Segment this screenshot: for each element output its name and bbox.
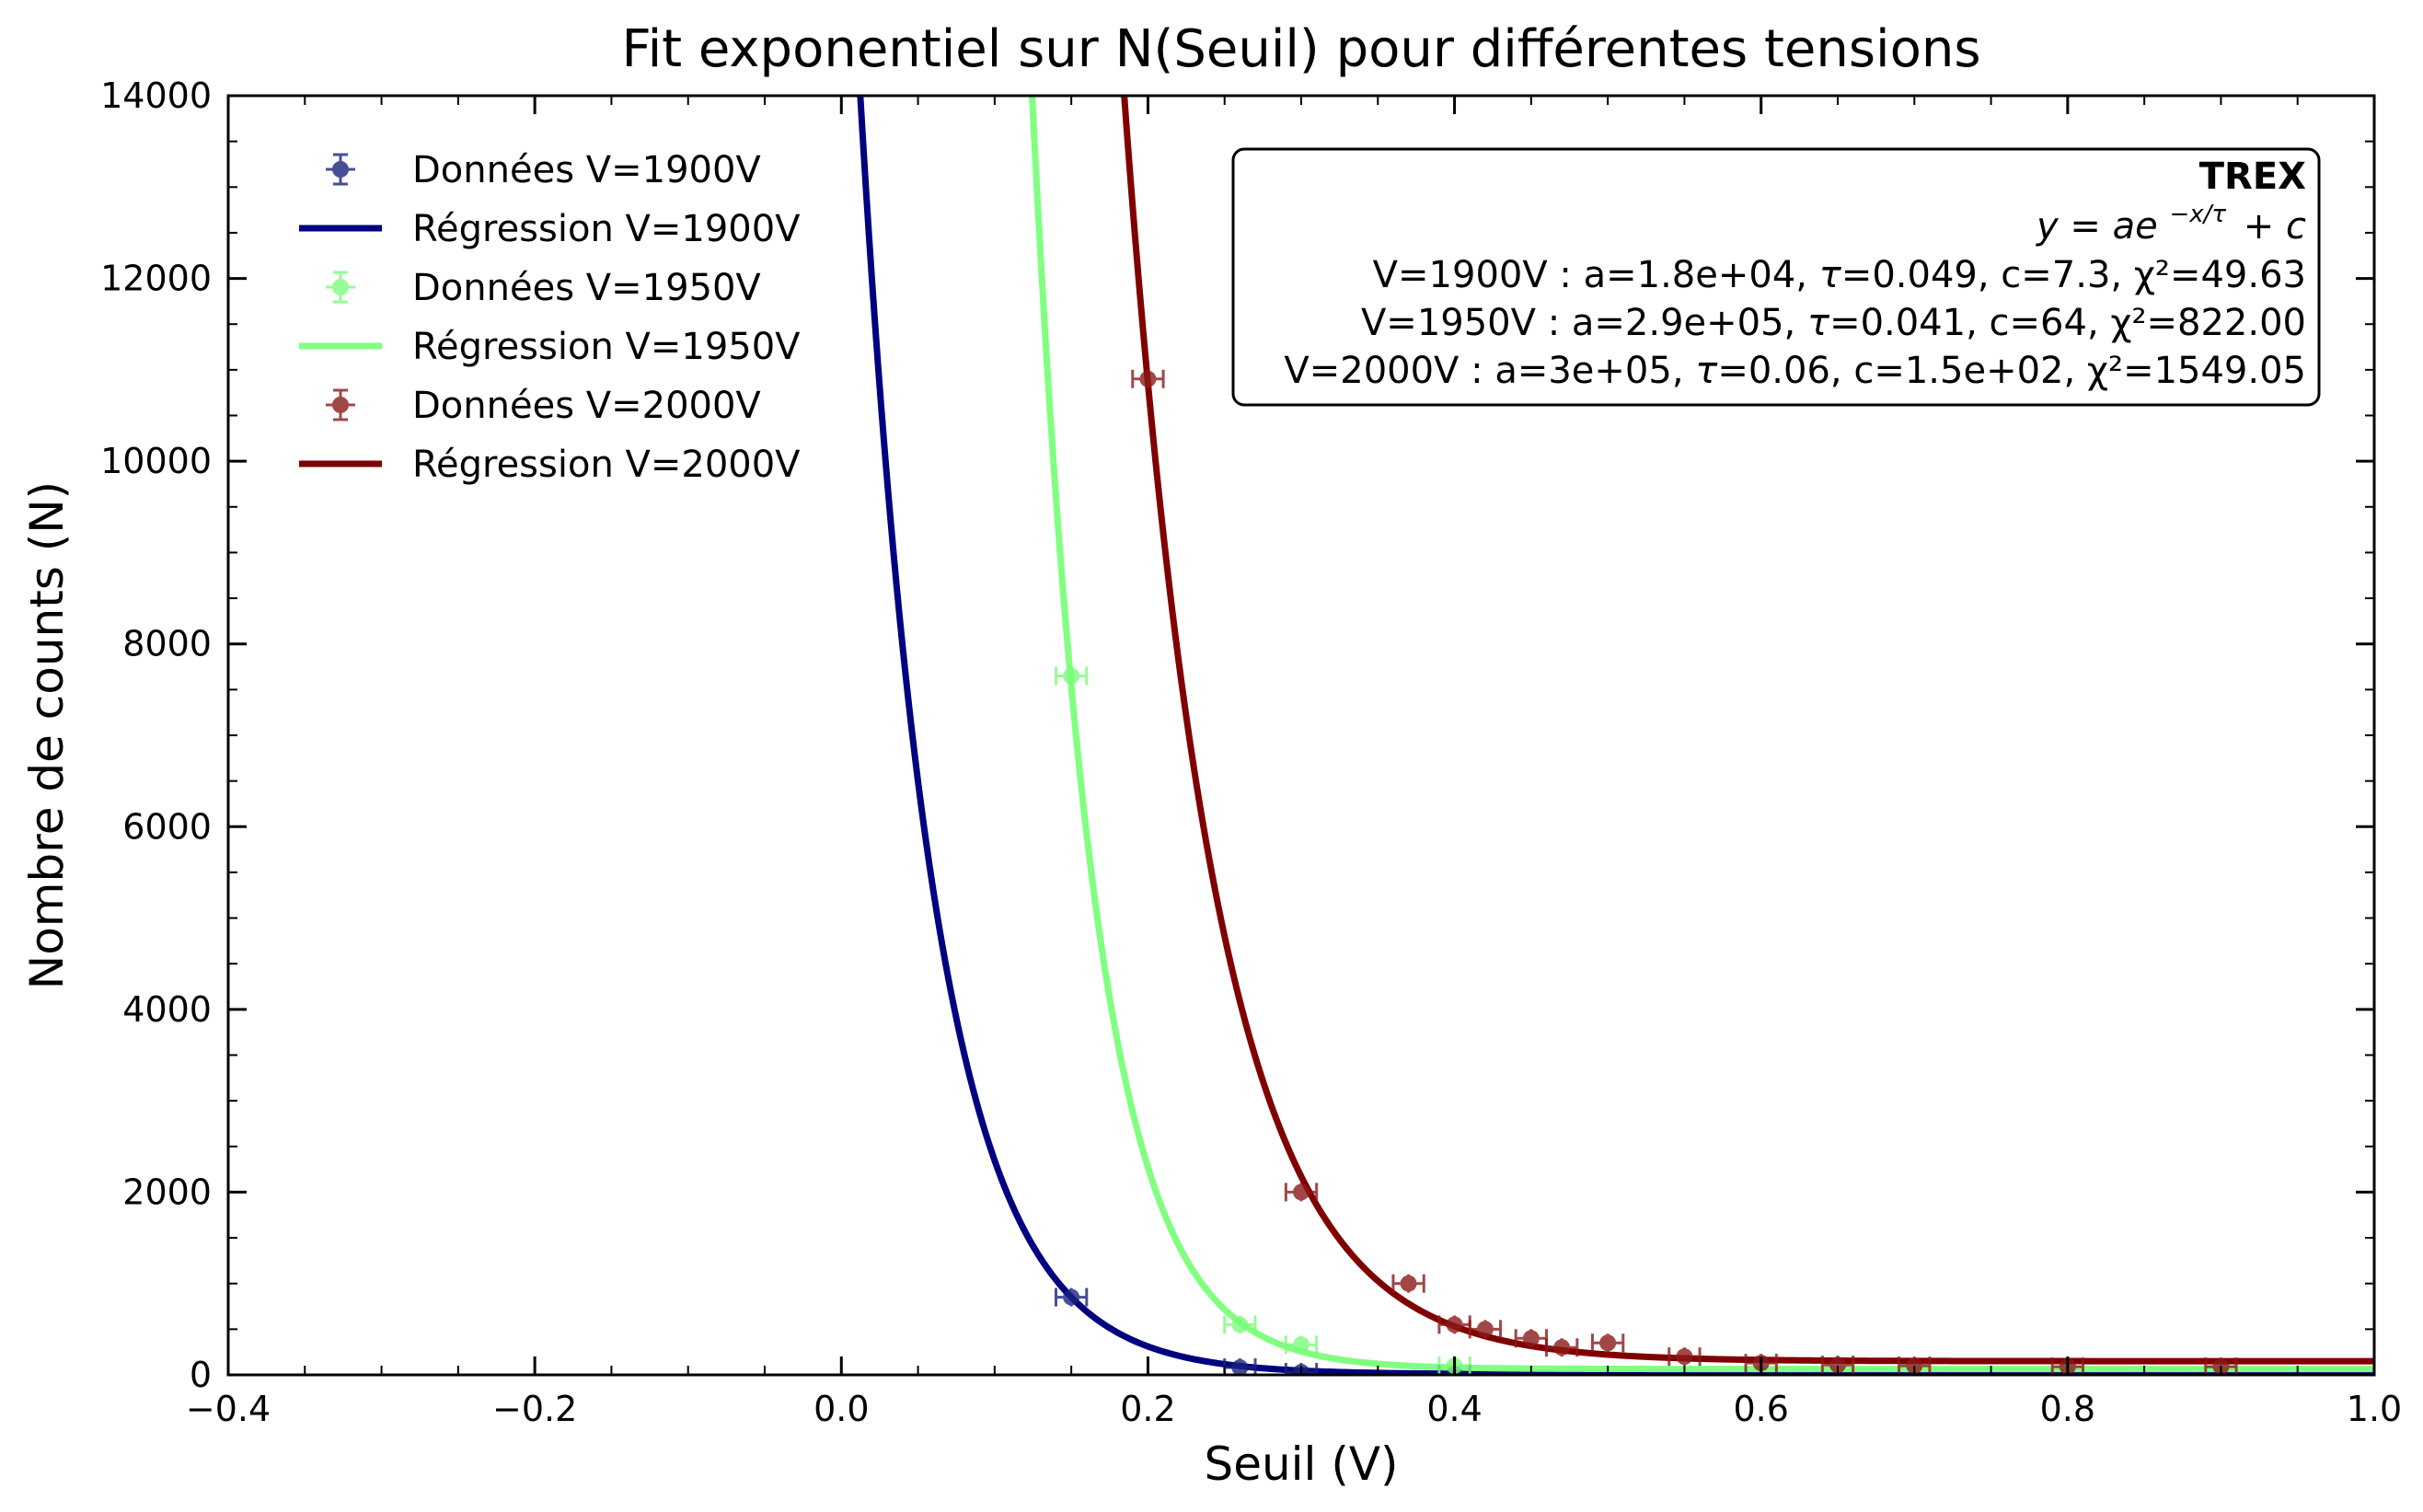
y-tick-label: 6000 [122,806,212,847]
legend-label: Données V=2000V [412,385,761,427]
annotation-line-2000-tau: τ [1695,350,1718,392]
data-marker [1829,1356,1846,1374]
axes: −0.4 −0.2 0.0 0.2 0.4 0.6 0.8 1.0 0 2000 4000 6000 8… [100,75,2402,1429]
legend-marker [326,153,355,186]
legend-item: Données V=1950V [326,267,761,309]
x-tick-label: −0.4 [186,1389,271,1429]
data-point [1131,369,1165,388]
data-marker [1522,1330,1540,1347]
formula-rhs-c: + c [2244,205,2306,248]
y-tick-label: 0 [190,1355,212,1395]
annotation-box: TREX y = ae −x/τ + c V=1900V : a=1.8e+04… [1231,147,2321,407]
data-marker [1553,1339,1571,1356]
formula-exponent: −x/τ [2169,201,2226,228]
annotation-line-2000-prefix: V=2000V : a=3e+05, [1284,350,1695,392]
data-point [1284,1183,1319,1202]
annotation-line-1900-suffix: =0.049, c=7.3, χ²=49.63 [1841,254,2306,296]
annotation-line-1900: V=1900V : a=1.8e+04, τ=0.049, c=7.3, χ²=… [1373,254,2306,296]
data-marker [1063,667,1080,685]
data-marker [1231,1359,1249,1375]
chart-title: Fit exponentiel sur N(Seuil) pour différ… [621,19,1980,79]
annotation-line-2000-suffix: =0.06, c=1.5e+02, χ²=1549.05 [1717,350,2306,392]
x-tick-label: 1.0 [2347,1389,2402,1429]
y-tick-label: 4000 [122,989,212,1030]
legend-marker [326,388,355,421]
formula-rhs-a: ae [2113,205,2158,248]
formula-equals: = [2070,205,2112,248]
legend: Données V=1900V Régression V=1900V Données… [299,149,801,486]
x-tick-label: 0.2 [1120,1389,1175,1429]
legend-dot [332,279,349,295]
data-marker [1599,1334,1617,1352]
annotation-line-1950-tau: τ [1807,302,1830,344]
data-point [1391,1274,1425,1293]
data-point [1590,1333,1625,1353]
legend-marker [326,271,355,304]
data-point [1545,1338,1579,1357]
data-marker [1476,1321,1494,1338]
x-tick-label: 0.0 [813,1389,869,1429]
data-marker [1293,1336,1310,1354]
y-tick-label: 14000 [100,75,212,116]
annotation-title: TREX [2199,156,2306,198]
annotation-line-2000: V=2000V : a=3e+05, τ=0.06, c=1.5e+02, χ²… [1284,350,2306,392]
annotation-line-1950-prefix: V=1950V : a=2.9e+05, [1361,302,1807,344]
data-point [1054,1287,1089,1307]
x-tick-label: 0.8 [2040,1389,2095,1429]
legend-item: Régression V=1900V [299,208,801,250]
data-marker [1676,1348,1693,1366]
data-marker [1400,1275,1417,1292]
y-tick-label: 12000 [100,259,212,299]
legend-label: Données V=1950V [412,267,761,309]
x-tick-label: 0.6 [1733,1389,1788,1429]
y-tick-label: 10000 [100,441,212,481]
y-tick-label: 8000 [122,624,212,664]
annotation-frame [1231,147,2321,407]
y-tick-label: 2000 [122,1172,212,1212]
x-tick-label: −0.2 [492,1389,577,1429]
x-tick-label: 0.4 [1426,1389,1482,1429]
legend-label: Régression V=1900V [412,208,801,250]
annotation-line-1950-suffix: =0.041, c=64, χ²=822.00 [1829,302,2306,344]
legend-dot [332,397,349,413]
data-point [1054,666,1089,686]
data-point [1284,1335,1319,1355]
data-marker [1063,1288,1080,1306]
x-axis-label: Seuil (V) [1204,1437,1398,1491]
data-point [1667,1347,1702,1367]
legend-item: Données V=2000V [326,385,761,427]
annotation-formula: y = ae −x/τ + c [2036,189,2306,248]
data-marker [1139,370,1157,387]
data-point [1468,1320,1503,1339]
legend-item: Régression V=2000V [299,444,801,486]
data-point [1223,1315,1257,1334]
legend-label: Régression V=1950V [412,326,801,368]
y-axis-label: Nombre de counts (N) [20,481,74,989]
data-marker [1293,1183,1310,1201]
data-marker [1446,1316,1463,1333]
legend-label: Régression V=2000V [412,444,801,486]
legend-item: Données V=1900V [326,149,761,191]
annotation-line-1900-prefix: V=1900V : a=1.8e+04, [1373,254,1819,296]
formula-lhs: y [2036,205,2060,248]
legend-dot [332,161,349,178]
fit-curve-5 [1121,96,2374,1365]
legend-label: Données V=1900V [412,149,761,191]
data-marker [1231,1316,1249,1333]
annotation-line-1950: V=1950V : a=2.9e+05, τ=0.041, c=64, χ²=8… [1361,302,2306,344]
annotation-line-1900-tau: τ [1819,254,1842,296]
legend-item: Régression V=1950V [299,326,801,368]
